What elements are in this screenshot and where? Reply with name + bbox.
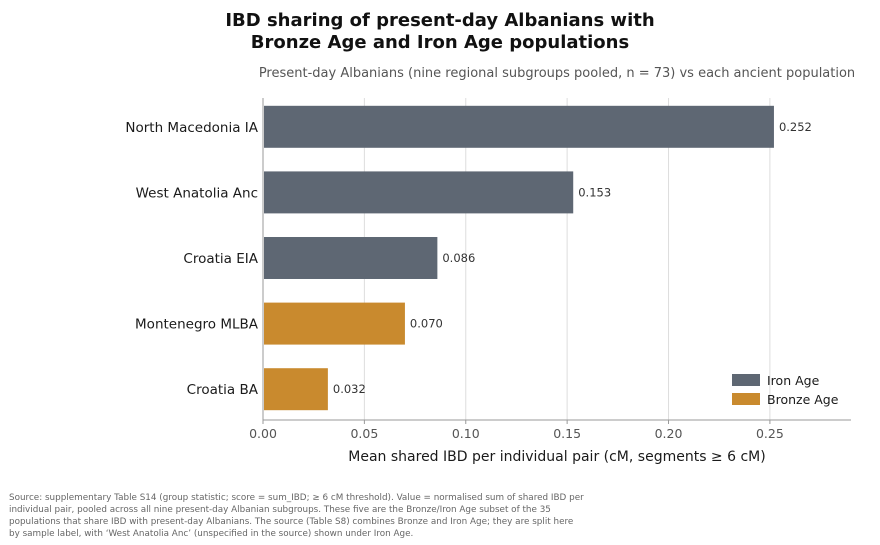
legend-label: Iron Age [767, 373, 820, 388]
chart-title-line-1: IBD sharing of present-day Albanians wit… [225, 10, 654, 31]
x-tick-label: 0.25 [756, 426, 784, 441]
source-note-line: populations that share IBD with present-… [9, 517, 573, 527]
legend-swatch [732, 393, 760, 405]
bar-value-label: 0.032 [333, 382, 366, 396]
bar [264, 237, 438, 279]
bar [264, 105, 774, 148]
chart-title-line-2: Bronze Age and Iron Age populations [251, 32, 629, 53]
bar-value-label: 0.070 [410, 317, 443, 331]
source-note-line: Source: supplementary Table S14 (group s… [9, 493, 584, 503]
source-note-line: individual pair, pooled across all nine … [9, 505, 551, 515]
bar-value-label: 0.252 [779, 120, 812, 134]
bar [264, 302, 405, 345]
plot-area: 0.00 0.05 0.10 0.15 0.20 0.25 North Macedonia … [125, 98, 851, 441]
bar [264, 171, 574, 214]
category-label: West Anatolia Anc [136, 185, 258, 201]
source-note-line: by sample label, with ‘West Anatolia Anc… [9, 529, 413, 539]
x-tick-label: 0.20 [655, 426, 683, 441]
x-tick-label: 0.10 [452, 426, 480, 441]
source-note: Source: supplementary Table S14 (group s… [9, 493, 584, 539]
legend-label: Bronze Age [767, 392, 839, 407]
category-label: Croatia BA [187, 382, 259, 398]
bar-value-label: 0.153 [578, 185, 611, 199]
chart-subtitle: Present-day Albanians (nine regional sub… [259, 66, 855, 81]
x-axis-label: Mean shared IBD per individual pair (cM,… [348, 449, 765, 465]
category-label: Montenegro MLBA [135, 317, 259, 333]
x-tick-label: 0.15 [553, 426, 581, 441]
bar-value-label: 0.086 [442, 251, 475, 265]
category-label: Croatia EIA [183, 251, 258, 267]
legend-swatch [732, 374, 760, 386]
category-label: North Macedonia IA [125, 120, 258, 136]
bar [264, 368, 328, 411]
x-tick-label: 0.00 [249, 426, 277, 441]
x-tick-label: 0.05 [350, 426, 378, 441]
